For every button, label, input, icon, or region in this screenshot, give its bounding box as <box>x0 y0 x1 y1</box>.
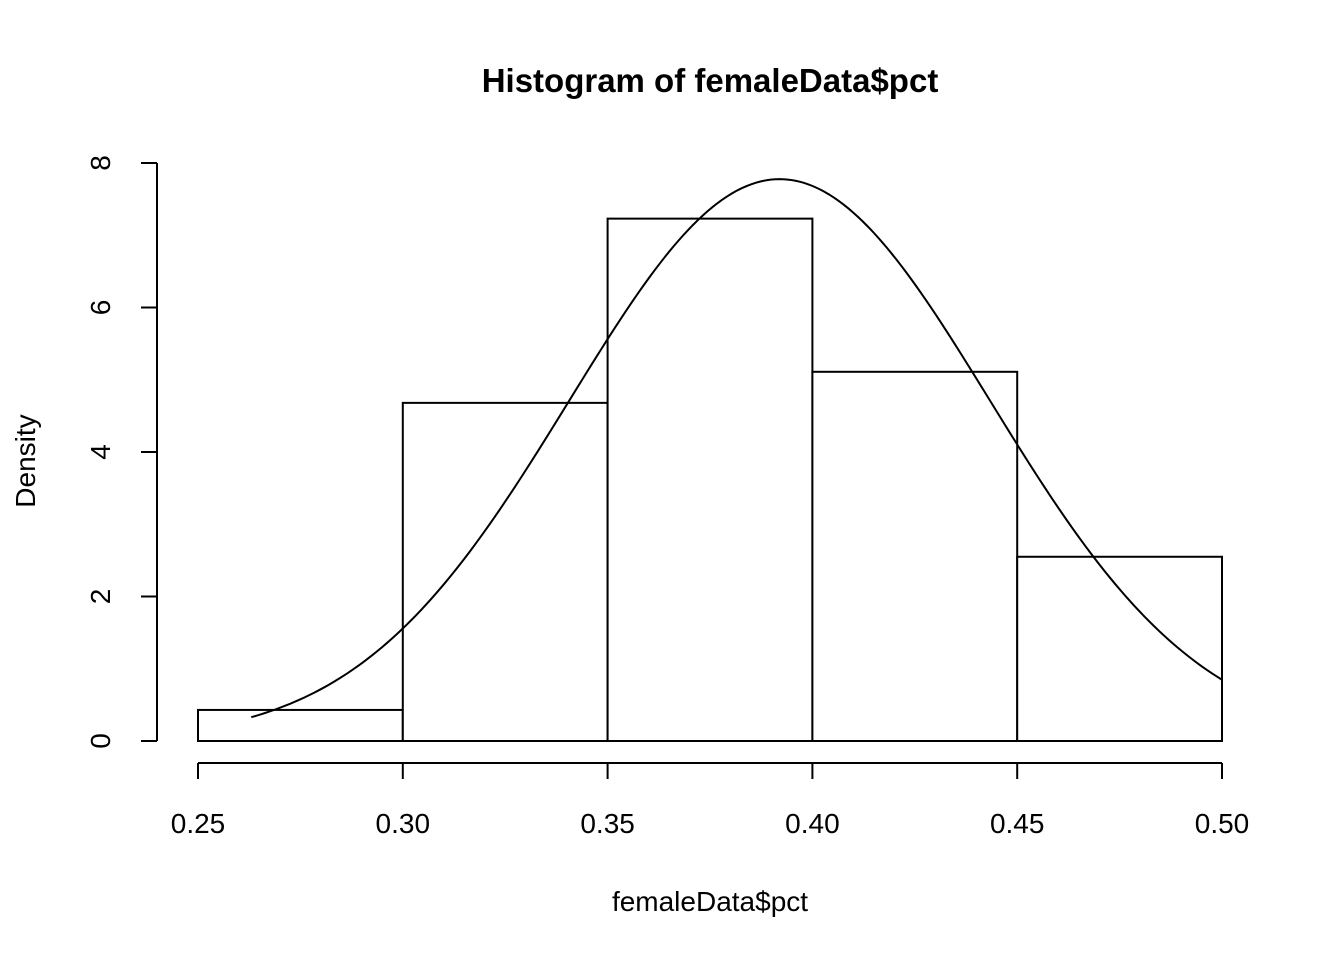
x-tick-label-0: 0.25 <box>171 808 226 839</box>
y-tick-label-0: 0 <box>85 733 116 749</box>
x-tick-label-2: 0.35 <box>580 808 635 839</box>
density-curve <box>250 178 1223 719</box>
chart-title: Histogram of femaleData$pct <box>482 62 939 99</box>
histogram-bars <box>197 217 1224 743</box>
x-tick-label-3: 0.40 <box>785 808 840 839</box>
histogram-bar-1 <box>401 401 609 742</box>
y-tick-label-1: 2 <box>85 589 116 605</box>
histogram-bar-0 <box>197 708 404 742</box>
x-tick-label-4: 0.45 <box>990 808 1045 839</box>
x-axis: 0.25 0.30 0.35 0.40 0.45 0.50 <box>171 762 1250 839</box>
y-axis-label: Density <box>10 414 41 507</box>
y-axis: 0 2 4 6 8 <box>85 155 158 749</box>
density-curve-layer <box>250 178 1223 719</box>
x-tick-label-1: 0.30 <box>376 808 431 839</box>
histogram-bar-4 <box>1016 555 1224 743</box>
x-axis-label: femaleData$pct <box>612 886 808 917</box>
x-tick-label-5: 0.50 <box>1195 808 1250 839</box>
histogram-bar-2 <box>606 217 814 742</box>
y-tick-label-3: 6 <box>85 300 116 316</box>
histogram-bar-3 <box>811 370 1019 742</box>
y-tick-label-2: 4 <box>85 444 116 460</box>
y-tick-label-4: 8 <box>85 155 116 171</box>
